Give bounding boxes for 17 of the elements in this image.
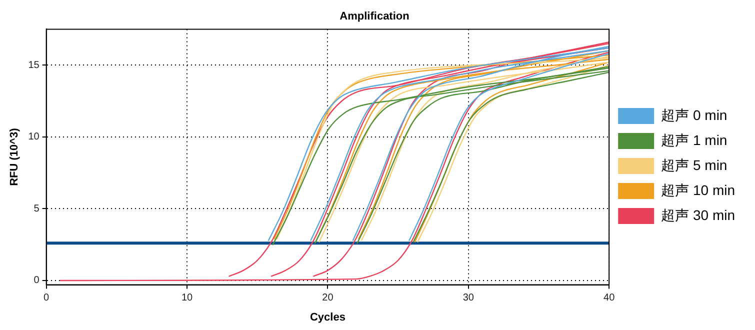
x-tick-label: 40 xyxy=(604,292,616,304)
legend-label: 超声 1 min xyxy=(661,132,728,148)
y-axis-title: RFU (10^3) xyxy=(8,128,21,186)
legend-label: 超声 10 min xyxy=(661,182,736,198)
y-tick-label: 15 xyxy=(28,60,40,71)
x-axis-title: Cycles xyxy=(310,311,346,324)
legend-label: 超声 0 min xyxy=(661,106,728,123)
x-tick-label: 10 xyxy=(181,292,194,304)
y-tick-label: 0 xyxy=(34,275,40,286)
x-tick-label: 0 xyxy=(44,292,50,304)
legend-label: 超声 30 min xyxy=(661,206,736,223)
y-tick-label: 10 xyxy=(28,132,40,143)
chart-title: Amplification xyxy=(340,10,410,23)
x-tick-label: 20 xyxy=(322,292,334,304)
y-tick-label: 5 xyxy=(34,203,40,214)
legend-label: 超声 5 min xyxy=(661,156,728,173)
x-tick-label: 30 xyxy=(462,292,474,304)
